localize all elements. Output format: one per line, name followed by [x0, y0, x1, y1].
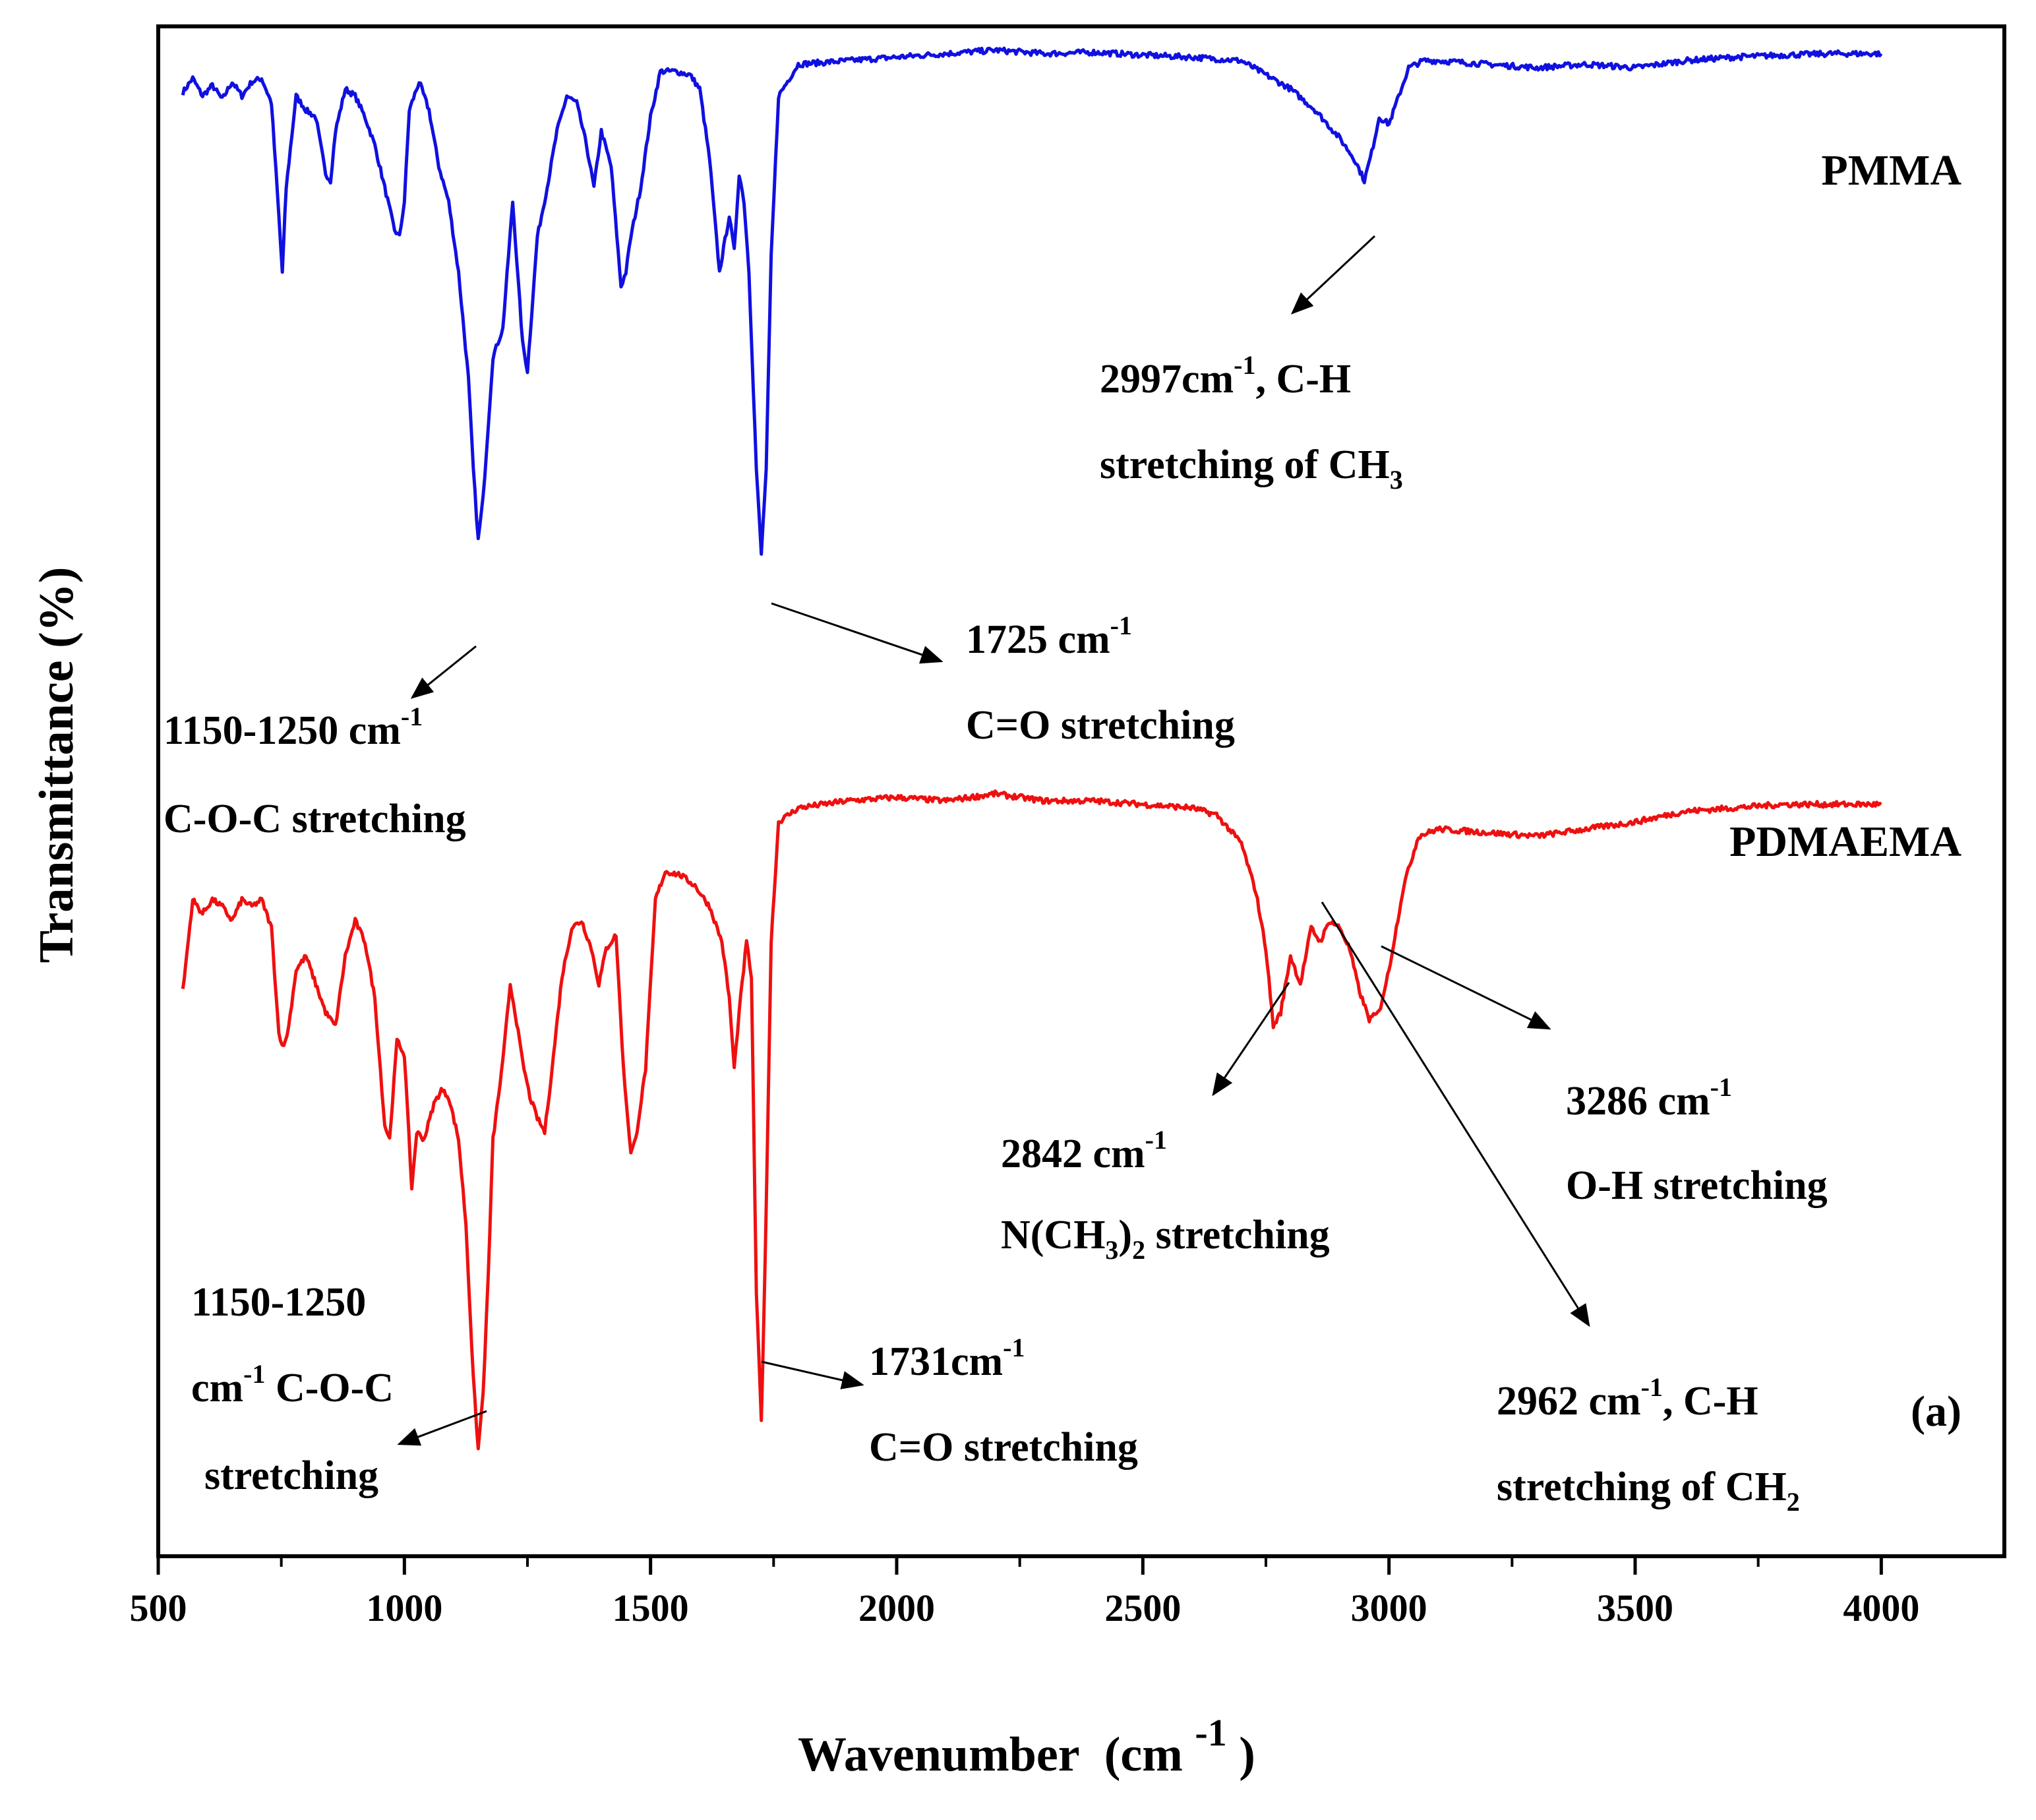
annotation-sup: -1 — [1234, 350, 1255, 380]
x-tick-label: 4000 — [1843, 1587, 1919, 1629]
annotation-sub: 3 — [1390, 465, 1403, 495]
x-tick-label: 2000 — [858, 1587, 935, 1629]
annotation-1731-line2: C=O stretching — [869, 1425, 1138, 1470]
arrow-1725 — [771, 602, 943, 664]
annotation-arrows — [397, 235, 1590, 1446]
arrow-3286 — [1381, 945, 1551, 1030]
annotation-1731-line1: 1731cm-1 — [869, 1333, 1025, 1384]
annotation-text: 2842 cm — [1001, 1132, 1145, 1176]
annotation-1725: 1725 cm-1 C=O stretching — [966, 611, 1235, 748]
arrow-1150-pmma — [410, 645, 477, 699]
annotation-text: 1150-1250 cm — [164, 708, 401, 753]
series-layer — [181, 46, 1883, 1451]
arrow-1731 — [761, 1360, 864, 1389]
series-label-pdmaema: PDMAEMA — [1729, 818, 1961, 866]
annotation-text: 1725 cm — [966, 617, 1110, 662]
annotation-2997-line2: stretching of CH3 — [1100, 442, 1403, 495]
annotation-2842: 2842 cm-1 N(CH3)2 stretching — [1001, 1125, 1330, 1265]
annotation-sup: -1 — [243, 1359, 265, 1389]
annotation-2997: 2997cm-1, C-H stretching of CH3 — [1100, 350, 1403, 495]
x-tick-label: 2500 — [1104, 1587, 1181, 1629]
annotation-sup: -1 — [1710, 1072, 1732, 1102]
y-axis-title: Transmittance (%) — [30, 567, 84, 963]
arrow-2842 — [1212, 982, 1290, 1097]
x-tick-label: 3500 — [1597, 1587, 1673, 1629]
annotation-sub: 2 — [1132, 1235, 1145, 1265]
annotation-sup: -1 — [1003, 1333, 1025, 1362]
annotation-1725-line1: 1725 cm-1 — [966, 611, 1132, 662]
annotation-tail: ) — [1118, 1213, 1132, 1258]
annotation-1731: 1731cm-1 C=O stretching — [869, 1333, 1138, 1470]
annotation-text: 2962 cm — [1497, 1379, 1641, 1424]
annotation-text: N(CH — [1001, 1213, 1105, 1258]
series-line-pdmaema — [181, 789, 1882, 1451]
annotation-1150-pdmaema-line1: 1150-1250 — [191, 1280, 366, 1325]
annotation-1725-line2: C=O stretching — [966, 703, 1235, 748]
annotation-tail: , C-H — [1663, 1379, 1758, 1424]
annotation-1150-pdmaema-line3: stretching — [204, 1453, 378, 1498]
annotation-text: cm — [191, 1366, 243, 1410]
x-tick-label: 1500 — [613, 1587, 689, 1629]
annotation-text: 3286 cm — [1566, 1079, 1710, 1124]
annotation-text: 2997cm — [1100, 357, 1234, 402]
x-axis-title-unit-sup: -1 — [1195, 1711, 1226, 1754]
annotation-tail: stretching — [1145, 1213, 1330, 1258]
annotation-1150-pmma-line1: 1150-1250 cm-1 — [164, 702, 423, 753]
annotation-sup: -1 — [1641, 1372, 1663, 1402]
annotation-2842-line2: N(CH3)2 stretching — [1001, 1213, 1330, 1265]
series-line-pmma — [181, 46, 1883, 556]
series-label-pmma: PMMA — [1821, 146, 1961, 195]
arrow-1150-pdmaema — [397, 1410, 487, 1446]
annotation-1150-pdmaema-line2: cm-1 C-O-C — [191, 1359, 394, 1410]
panel-label: (a) — [1911, 1387, 1961, 1436]
annotation-1150-pmma-line2: C-O-C stretching — [164, 797, 466, 841]
x-axis: 500 1000 1500 2000 2500 3000 3500 4000 — [130, 1556, 1919, 1629]
annotation-sup: -1 — [401, 702, 423, 731]
annotation-text: 1731cm — [869, 1339, 1003, 1384]
annotation-2997-line1: 2997cm-1, C-H — [1100, 350, 1351, 402]
x-axis-title-text: Wavenumber — [798, 1728, 1079, 1782]
annotation-2962-line1: 2962 cm-1, C-H — [1497, 1372, 1758, 1424]
arrow-2962 — [1321, 901, 1590, 1327]
annotation-2962-line2: stretching of CH2 — [1497, 1465, 1800, 1517]
annotation-1150-pmma: 1150-1250 cm-1 C-O-C stretching — [164, 702, 466, 841]
annotation-text: stretching of CH — [1497, 1465, 1787, 1509]
annotation-3286-line1: 3286 cm-1 — [1566, 1072, 1732, 1124]
annotation-sub: 3 — [1105, 1235, 1118, 1265]
annotation-sup: -1 — [1145, 1125, 1167, 1155]
x-tick-label: 1000 — [366, 1587, 442, 1629]
x-axis-title-unit: (cm — [1104, 1728, 1183, 1782]
annotation-3286: 3286 cm-1 O-H stretching — [1566, 1072, 1828, 1208]
annotation-2842-line1: 2842 cm-1 — [1001, 1125, 1167, 1176]
annotation-text: stretching of CH — [1100, 442, 1390, 487]
x-axis-title-unit-close: ) — [1239, 1728, 1255, 1782]
annotation-3286-line2: O-H stretching — [1566, 1163, 1828, 1208]
annotation-tail: C-O-C — [266, 1366, 394, 1410]
annotation-2962: 2962 cm-1, C-H stretching of CH2 — [1497, 1372, 1800, 1517]
annotation-sub: 2 — [1787, 1487, 1800, 1517]
x-tick-label: 500 — [130, 1587, 187, 1629]
annotation-1150-pdmaema: 1150-1250 cm-1 C-O-C stretching — [191, 1280, 394, 1498]
arrow-2997 — [1290, 235, 1376, 315]
x-axis-title: Wavenumber (cm -1 ) — [798, 1703, 1255, 1782]
x-tick-label: 3000 — [1351, 1587, 1427, 1629]
annotation-tail: , C-H — [1256, 357, 1352, 402]
annotation-sup: -1 — [1110, 611, 1132, 640]
plot-frame — [156, 24, 2006, 1558]
